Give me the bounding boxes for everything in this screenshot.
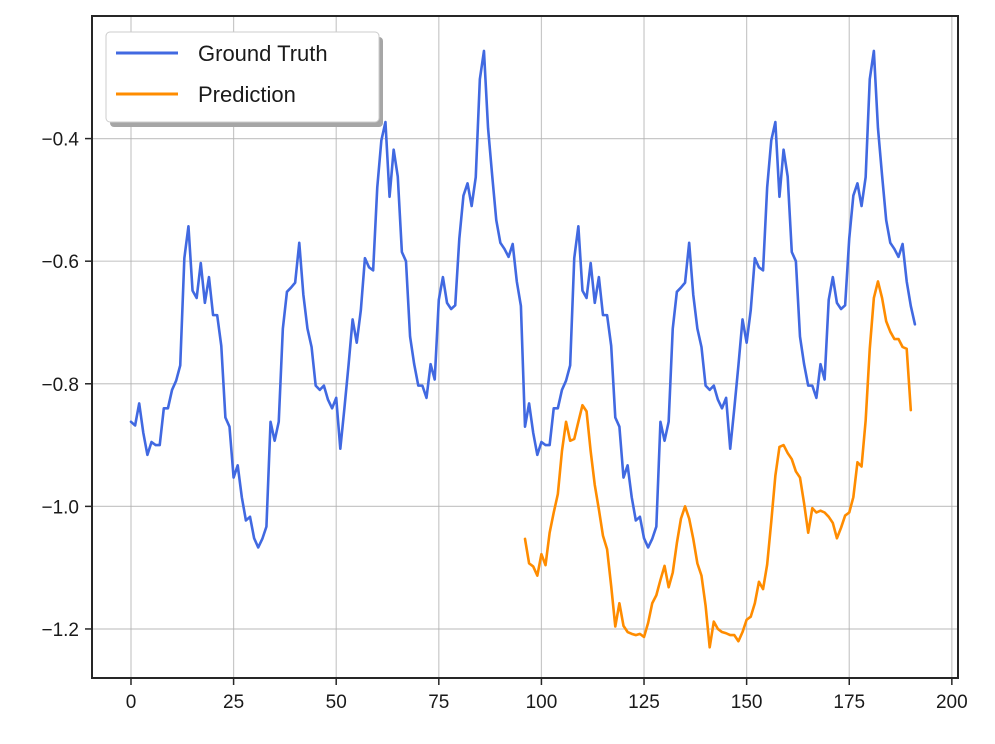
x-tick-label: 75 <box>428 692 449 713</box>
x-tick-label: 200 <box>936 692 968 713</box>
series-line-prediction <box>523 280 913 649</box>
x-tick-label: 175 <box>833 692 865 713</box>
x-tick-label: 0 <box>126 692 137 713</box>
x-axis: 0 25 50 75 100 125 150 175 200 <box>126 678 968 713</box>
x-tick-label: 25 <box>223 692 244 713</box>
x-tick-label: 125 <box>628 692 660 713</box>
x-tick-label: 150 <box>731 692 763 713</box>
legend: Ground Truth Prediction <box>105 31 383 127</box>
legend-label-prediction: Prediction <box>198 82 296 107</box>
series-layer <box>129 49 917 649</box>
x-tick-label: 100 <box>526 692 558 713</box>
series-line-ground-truth <box>129 49 917 549</box>
y-tick-label: −1.2 <box>41 620 79 641</box>
legend-label-ground-truth: Ground Truth <box>198 41 328 66</box>
y-axis: −1.2 −1.0 −0.8 −0.6 −0.4 <box>41 130 92 641</box>
y-tick-label: −0.4 <box>41 130 79 151</box>
y-tick-label: −0.8 <box>41 375 79 396</box>
plot-frame <box>91 15 959 679</box>
y-tick-label: −0.6 <box>41 252 79 273</box>
x-tick-label: 50 <box>326 692 347 713</box>
y-tick-label: −1.0 <box>41 497 79 518</box>
